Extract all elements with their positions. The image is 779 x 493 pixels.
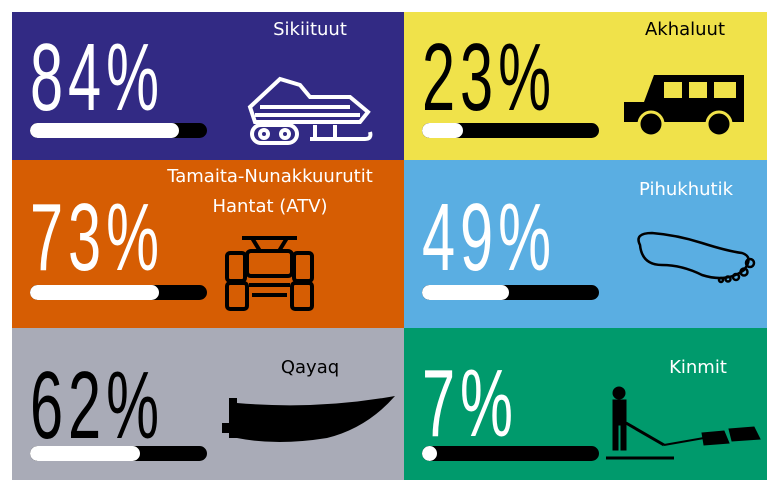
icon-part [247,76,373,145]
progress-fill [30,285,160,300]
icon-part [237,396,395,442]
category-label: Akhaluut [644,19,726,40]
progress-fill [30,123,179,138]
icon-part [637,231,750,280]
icon-part [744,257,756,269]
icon-part [620,424,627,451]
progress-track [30,123,207,138]
icon-part [250,123,299,145]
progress-fill [422,123,463,138]
icon-part [724,275,732,283]
icon-part [728,426,761,442]
percent-label: 7% [422,350,518,457]
icon-part [255,105,360,117]
icon-part [292,251,314,283]
panel: 84% Sikiituut [12,12,404,160]
icon-part [714,82,736,98]
icon-part [705,110,733,138]
progress-track [30,285,207,300]
icon-part [249,283,290,297]
progress-track [422,446,599,461]
percent-label: 62% [30,352,165,459]
icon-part [612,424,619,451]
icon-part [310,125,373,141]
icon-part [222,396,395,442]
category-label: Sikiituut [273,19,347,40]
percent-label: 84% [30,24,165,131]
icon-part [290,281,314,311]
icon-part [225,236,314,311]
icon-part [247,76,371,124]
panel: 73% Tamaita-Nunakkuurutit Hantat (ATV) [12,160,404,328]
percent-label: 49% [422,184,557,291]
panel: 62% Qayaq [12,328,404,480]
icon-part [739,267,749,277]
icon-part [663,437,705,446]
icon-part [731,272,741,282]
progress-track [422,123,599,138]
icon-part [222,423,231,433]
category-label: Pihukhutik [639,179,733,200]
panel: 23% Akhaluut [404,12,767,160]
icon-part [225,281,249,311]
icon-part [606,386,761,460]
icon-part [245,249,294,278]
icon-part [612,386,626,400]
panel: 49% Pihukhutik [404,160,767,328]
icon-part [225,251,247,283]
icon-part [717,276,725,284]
percent-label: 73% [30,184,165,291]
category-label: Kinmit [669,357,727,378]
icon-part [279,128,291,140]
icon-part [606,421,674,460]
icon-part [637,231,756,284]
category-label: Tamaita-Nunakkuurutit Hantat (ATV) [167,166,373,217]
icon-part [612,399,627,426]
icon-part [624,75,744,138]
progress-fill [422,285,509,300]
progress-track [30,446,207,461]
panel: 7% Kinmit [404,328,767,480]
progress-fill [422,446,437,461]
icon-part [664,82,682,98]
icon-part [637,110,665,138]
progress-track [422,285,599,300]
percent-label: 23% [422,24,557,131]
progress-fill [30,446,140,461]
icon-part [258,128,270,140]
category-label: Qayaq [280,357,340,378]
icon-part [689,82,707,98]
icon-part [701,430,730,446]
